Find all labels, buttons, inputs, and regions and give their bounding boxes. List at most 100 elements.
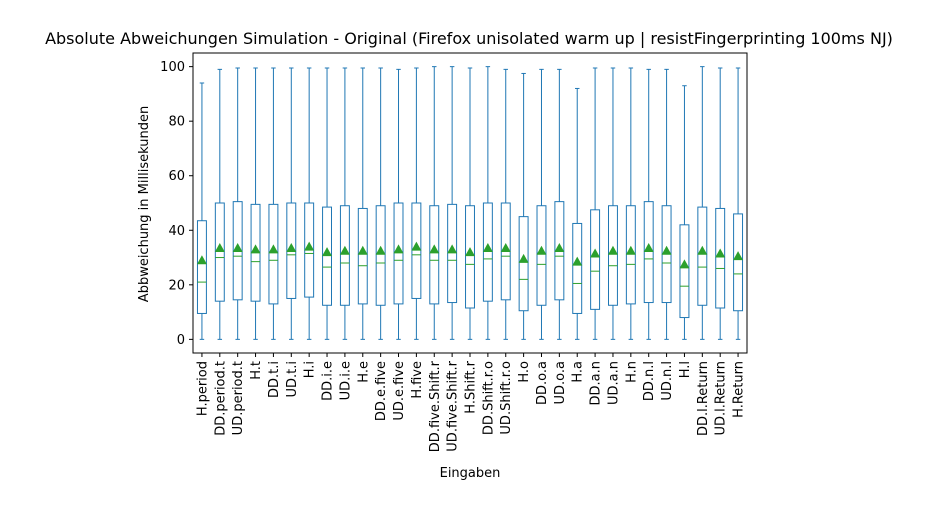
box <box>196 220 207 314</box>
mean-marker <box>554 243 565 252</box>
box <box>375 205 386 306</box>
mean-marker <box>357 245 368 255</box>
box <box>697 206 708 306</box>
box <box>608 205 618 306</box>
x-tick-label: H.t <box>249 361 264 380</box>
x-tick-label: DD.e.five <box>374 361 389 421</box>
x-tick-label: UD.five.Shift.r <box>446 360 461 451</box>
box <box>214 202 225 302</box>
mean-marker <box>500 243 511 252</box>
mean-marker <box>286 243 297 252</box>
box <box>268 203 279 305</box>
y-tick-label: 0 <box>177 333 185 348</box>
mean-marker <box>447 244 458 254</box>
x-tick-label: H.e <box>356 361 371 383</box>
box <box>715 207 726 309</box>
x-tick-label: UD.t.i <box>285 361 300 398</box>
x-tick-label: H.n <box>624 361 639 383</box>
mean-marker <box>304 241 315 251</box>
box <box>590 209 601 310</box>
y-tick-label: 60 <box>168 169 185 184</box>
box <box>625 205 636 305</box>
box <box>232 201 243 301</box>
x-tick-label: H.Shift.r <box>464 360 479 413</box>
mean-marker <box>196 255 207 265</box>
x-tick-label: H.a <box>571 361 586 383</box>
x-tick-label: DD.i.e <box>321 361 336 401</box>
mean-marker <box>625 245 636 255</box>
mean-marker <box>465 247 475 257</box>
x-tick-label: UD.period.t <box>231 361 246 435</box>
chart-title: Absolute Abweichungen Simulation - Origi… <box>45 29 893 48</box>
mean-marker <box>536 245 547 255</box>
box <box>465 205 475 309</box>
mean-marker <box>643 243 654 252</box>
mean-marker <box>375 245 386 255</box>
box <box>643 201 654 304</box>
box <box>733 213 744 312</box>
y-tick-label: 80 <box>168 115 185 130</box>
mean-marker <box>572 256 583 266</box>
mean-marker <box>715 248 726 258</box>
x-tick-label: UD.i.e <box>338 361 353 400</box>
mean-marker <box>339 245 350 255</box>
x-tick-label: DD.five.Shift.r <box>428 360 443 452</box>
mean-marker <box>733 251 744 261</box>
x-tick-label: UD.e.five <box>392 361 407 421</box>
mean-marker <box>322 247 333 257</box>
mean-marker <box>232 243 243 252</box>
mean-marker <box>679 259 690 269</box>
x-tick-label: UD.a.n <box>606 361 621 405</box>
y-tick-label: 20 <box>168 278 185 293</box>
box <box>339 205 350 306</box>
x-tick-label: DD.a.n <box>589 361 604 406</box>
x-tick-label: H.five <box>410 361 425 399</box>
plot-area: 0 20 40 60 80 100 H.period DD.period.t UD.period… <box>160 52 748 452</box>
x-axis-label: Eingaben <box>440 466 501 481</box>
mean-marker <box>518 253 529 263</box>
x-tick-label: DD.o.a <box>535 361 550 405</box>
mean-marker <box>661 245 672 255</box>
x-tick-label: H.o <box>517 361 532 383</box>
x-tick-label: UD.Shift.r.o <box>499 361 514 435</box>
box <box>536 205 547 306</box>
box <box>393 202 404 305</box>
x-tick-label: UD.o.a <box>553 361 568 404</box>
mean-marker <box>590 248 601 258</box>
box <box>411 202 422 299</box>
mean-marker <box>429 244 440 254</box>
box <box>518 216 529 312</box>
box <box>572 222 583 314</box>
mean-marker <box>393 244 404 254</box>
box <box>554 201 565 301</box>
x-tick-label: DD.period.t <box>213 361 228 436</box>
x-tick-label: H.period <box>195 361 210 416</box>
y-tick-label: 40 <box>168 224 185 239</box>
mean-marker <box>268 244 279 254</box>
x-tick-label: DD.n.l <box>642 361 657 401</box>
x-tick-label: UD.l.Return <box>714 361 729 436</box>
mean-marker <box>250 244 261 254</box>
mean-marker <box>482 243 493 252</box>
x-tick-label: H.Return <box>732 361 747 418</box>
x-tick-label: DD.Shift.r.o <box>481 361 496 435</box>
mean-marker <box>697 245 708 255</box>
mean-marker <box>607 245 618 255</box>
box <box>679 224 690 319</box>
box <box>286 202 297 299</box>
x-tick-label: UD.n.l <box>660 361 675 401</box>
y-axis-label: Abbweichung in Millisekunden <box>137 106 152 302</box>
x-tick-label: DD.l.Return <box>696 361 711 436</box>
box <box>322 206 332 306</box>
mean-marker <box>214 243 225 252</box>
box <box>429 205 440 305</box>
x-tick-label: H.l <box>678 361 693 378</box>
x-tick-label: H.i <box>303 361 318 378</box>
x-tick-label: DD.t.i <box>267 361 282 398</box>
y-tick-label: 100 <box>160 60 185 75</box>
box <box>357 207 368 305</box>
mean-marker <box>411 241 422 251</box>
box <box>482 202 493 302</box>
box <box>447 203 458 304</box>
